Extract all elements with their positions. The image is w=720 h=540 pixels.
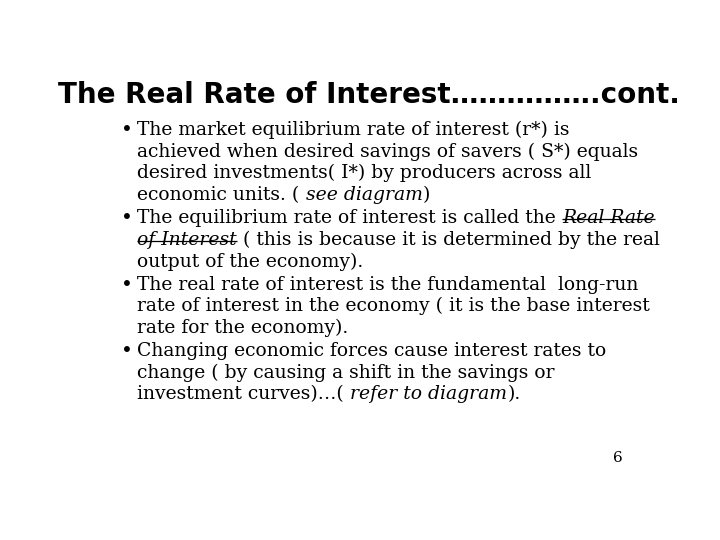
Text: of Interest: of Interest [138,231,237,249]
Text: refer to diagram: refer to diagram [350,386,507,403]
Text: economic units. (: economic units. ( [138,186,306,204]
Text: •: • [121,209,132,228]
Text: Real Rate: Real Rate [562,209,654,227]
Text: see diagram: see diagram [306,186,423,204]
Text: •: • [121,121,132,140]
Text: The equilibrium rate of interest is called the: The equilibrium rate of interest is call… [138,209,562,227]
Text: ): ) [423,186,430,204]
Text: achieved when desired savings of savers ( S*) equals: achieved when desired savings of savers … [138,143,639,161]
Text: desired investments( I*) by producers across all: desired investments( I*) by producers ac… [138,164,592,183]
Text: investment curves)…(: investment curves)…( [138,386,350,403]
Text: The market equilibrium rate of interest (r*) is: The market equilibrium rate of interest … [138,121,570,139]
Text: output of the economy).: output of the economy). [138,252,364,271]
Text: 6: 6 [613,451,623,465]
Text: •: • [121,342,132,361]
Text: ( this is because it is determined by the real: ( this is because it is determined by th… [237,231,660,249]
Text: The real rate of interest is the fundamental  long-run: The real rate of interest is the fundame… [138,275,639,294]
Text: Changing economic forces cause interest rates to: Changing economic forces cause interest … [138,342,607,360]
Text: change ( by causing a shift in the savings or: change ( by causing a shift in the savin… [138,364,555,382]
Text: ).: ). [507,386,521,403]
Text: The Real Rate of Interest…………….cont.: The Real Rate of Interest…………….cont. [58,82,680,110]
Text: •: • [121,275,132,295]
Text: rate of interest in the economy ( it is the base interest: rate of interest in the economy ( it is … [138,297,650,315]
Text: rate for the economy).: rate for the economy). [138,319,348,337]
